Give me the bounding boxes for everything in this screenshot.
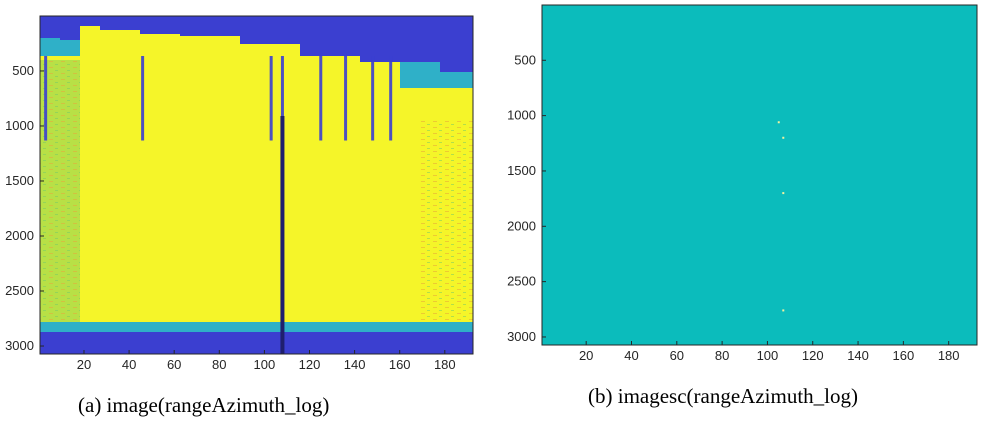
panel-a-x-tick-label: 40 (122, 357, 136, 372)
panel-a-streak (319, 56, 323, 141)
panel-a-streak (141, 56, 145, 141)
panel-a-top-low-region (40, 16, 473, 88)
panel-b-y-tick-label: 1000 (507, 108, 536, 123)
panel-b-y-tick-label: 1500 (507, 163, 536, 178)
panel-a-dark-column (280, 116, 285, 354)
panel-a-y-tick-label: 500 (12, 63, 34, 78)
panel-a-y-tick-label: 2000 (5, 228, 34, 243)
panel-b-caption: (b) imagesc(rangeAzimuth_log) (588, 384, 858, 408)
panel-b-x-tick-label: 60 (670, 348, 684, 363)
panel-a-streak (344, 56, 348, 141)
panel-b-x-tick-label: 180 (938, 348, 960, 363)
panel-b-x-tick-label: 20 (579, 348, 593, 363)
panel-a-x-tick-label: 60 (167, 357, 181, 372)
panel-b-outliers (777, 121, 785, 312)
panel-a-x-tick-label: 160 (389, 357, 411, 372)
panel-b-outlier-point (782, 192, 785, 195)
panel-a-x-tick-label: 100 (254, 357, 276, 372)
panel-a-x-tick-label: 180 (434, 357, 456, 372)
panel-a-image: 20 40 60 80 100 120 140 160 180 500 1000 1500 2000 25… (5, 15, 474, 417)
panel-a-x-tick-label: 20 (77, 357, 91, 372)
panel-b-y-tick-label: 500 (514, 52, 536, 67)
panel-a-streak (280, 56, 284, 141)
panel-a-x-tick-label: 80 (212, 357, 226, 372)
panel-b-y-tick-label: 2500 (507, 274, 536, 289)
panel-a-x-tick-label: 120 (299, 357, 321, 372)
panel-a-streak (269, 56, 273, 141)
panel-a-caption: (a) image(rangeAzimuth_log) (78, 393, 329, 417)
panel-b-ticks: 20 40 60 80 100 120 140 160 180 500 1000 1500 2000 25… (507, 52, 959, 363)
panel-b-x-tick-label: 100 (757, 348, 779, 363)
panel-a-top-mid-band (40, 38, 473, 88)
panel-a-frame (39, 15, 474, 355)
panel-b-x-tick-label: 40 (624, 348, 638, 363)
panel-a-streaks (44, 56, 393, 354)
panel-a-x-tick-label: 140 (344, 357, 366, 372)
panel-a-plot-area (40, 16, 473, 354)
panel-a-bottom-low-region (40, 332, 473, 354)
panel-b-outlier-point (782, 136, 785, 139)
panel-b-outlier-point (782, 309, 785, 312)
panel-a-streak (44, 56, 48, 141)
panel-a-y-tick-label: 1000 (5, 118, 34, 133)
panel-b-outlier-point (777, 121, 780, 124)
panel-a-right-noise-band (420, 120, 473, 330)
panel-b-x-tick-label: 160 (893, 348, 915, 363)
panel-b-frame (541, 4, 978, 346)
panel-b-x-tick-label: 80 (715, 348, 729, 363)
panel-a-streak (389, 56, 393, 141)
panel-a-y-tick-label: 1500 (5, 173, 34, 188)
panel-b-y-tick-label: 2000 (507, 218, 536, 233)
panel-a-streak (371, 56, 375, 141)
panel-b-x-tick-label: 120 (802, 348, 824, 363)
panel-b-imagesc: 20 40 60 80 100 120 140 160 180 500 1000 1500 2000 25… (507, 4, 978, 408)
panel-a-bottom-mid-band (40, 322, 473, 332)
panel-b-x-tick-label: 140 (847, 348, 869, 363)
panel-b-y-tick-label: 3000 (507, 329, 536, 344)
panel-b-plot-area (542, 5, 977, 345)
panel-b-background (542, 5, 977, 345)
panel-a-ticks: 20 40 60 80 100 120 140 160 180 500 1000 1500 2000 25… (5, 63, 456, 372)
panel-a-y-tick-label: 3000 (5, 338, 34, 353)
panel-a-y-tick-label: 2500 (5, 283, 34, 298)
